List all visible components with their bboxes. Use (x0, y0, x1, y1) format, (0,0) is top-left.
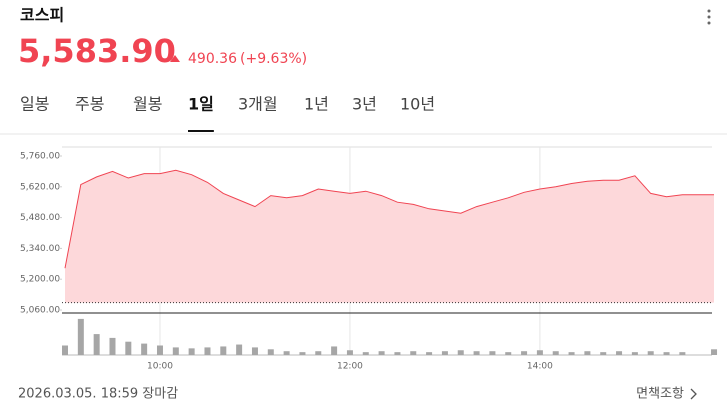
volume-bar (283, 351, 290, 355)
tab[interactable]: 1년 (304, 95, 329, 114)
volume-bar (220, 346, 227, 355)
tab[interactable]: 3년 (352, 95, 377, 114)
disclaimer[interactable]: 면책조항 (636, 387, 684, 402)
area-fill (65, 170, 714, 303)
tab[interactable]: 1일 (188, 95, 214, 114)
volume-bar (172, 347, 179, 355)
volume-bar (236, 344, 243, 355)
volume-bar (188, 348, 195, 355)
volume-bar (647, 351, 654, 355)
volume-bar (457, 350, 464, 355)
change-pct: (+9.63%) (240, 51, 307, 67)
y-tick-label: 5,480.00 (20, 213, 60, 223)
menu-icon[interactable] (707, 9, 711, 25)
tab[interactable]: 주봉 (75, 95, 104, 114)
y-tick-label: 5,200.00 (20, 275, 60, 285)
x-tick-label: 10:00 (147, 362, 173, 372)
volume-bar (362, 352, 369, 355)
volume-bar (109, 337, 116, 355)
chart: 5,060.00 5,200.00 5,340.00 5,480.00 5,620.00… (20, 146, 718, 372)
tabs: 일봉 주봉 월봉 1일 3개월 1년 3년 10년 (20, 95, 435, 132)
volume-bar (473, 351, 480, 355)
price: 5,583.90 (18, 32, 176, 70)
volume-bar (204, 347, 211, 355)
volume-bar (315, 351, 322, 355)
volume-bar (552, 351, 559, 355)
tab[interactable]: 월봉 (133, 95, 162, 114)
volume-bar (505, 352, 512, 355)
volume-bar (299, 352, 306, 355)
y-tick-label: 5,620.00 (20, 182, 60, 192)
volume-bar (77, 318, 84, 355)
y-tick-label: 5,340.00 (20, 244, 60, 254)
volume-bar (536, 350, 543, 355)
up-arrow (170, 55, 180, 62)
tab[interactable]: 10년 (400, 95, 435, 114)
volume-bar (600, 352, 607, 355)
y-tick-label: 5,760.00 (20, 152, 60, 162)
price-line (64, 169, 714, 269)
volume-bar (584, 351, 591, 355)
timestamp: 2026.03.05. 18:59 장마감 (18, 387, 178, 402)
volume-bar (62, 345, 68, 355)
volume-bar (679, 352, 686, 355)
tab[interactable]: 3개월 (238, 95, 278, 114)
volume-bar (521, 351, 528, 355)
volume-bar (331, 346, 338, 355)
volume-bar (489, 351, 496, 355)
volume-bar (267, 349, 274, 355)
volume-bar (711, 349, 718, 355)
chevron (690, 388, 697, 400)
tab[interactable]: 일봉 (20, 95, 49, 114)
tab-underline (188, 130, 214, 132)
volume-bar (631, 352, 638, 355)
volume-bar (125, 341, 132, 355)
volume-bar (426, 352, 433, 355)
volume-bar (251, 347, 258, 355)
volume-bar (663, 352, 670, 355)
volume-bar (394, 352, 401, 355)
index-name: 코스피 (20, 6, 64, 25)
volume-bar (568, 352, 575, 355)
x-tick-label: 12:00 (337, 362, 363, 372)
volume-bar (410, 351, 417, 355)
volume-bar (616, 351, 623, 355)
volume-bar (378, 351, 385, 355)
volume-bar (141, 343, 148, 355)
volume-bar (441, 351, 448, 355)
y-tick-label: 5,060.00 (20, 306, 60, 316)
x-tick-label: 14:00 (527, 362, 553, 372)
volume-bar (346, 350, 353, 355)
volume-bar (93, 334, 100, 355)
volume-bar (156, 345, 163, 355)
change: 490.36 (188, 51, 237, 67)
